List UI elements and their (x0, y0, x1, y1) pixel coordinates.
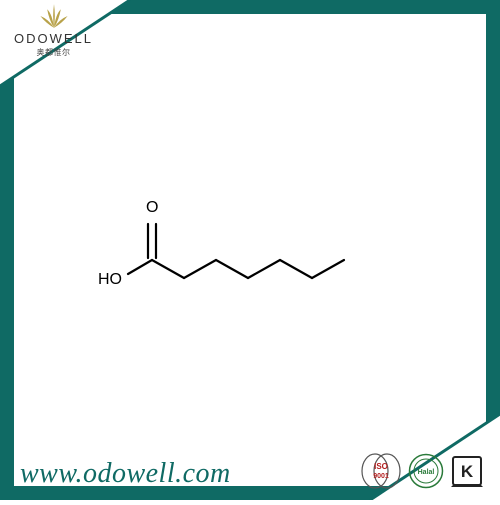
brand-subtitle: 奥都惟尔 (37, 47, 71, 58)
svg-text:9001: 9001 (373, 473, 389, 480)
svg-text:ISO: ISO (374, 462, 388, 471)
footer: www.odowell.com ISO 9001 Halal K (0, 438, 500, 500)
cert-badges: ISO 9001 Halal K (360, 452, 484, 490)
halal-badge: Halal (408, 453, 444, 489)
content-area: HO O (14, 62, 486, 438)
svg-text:Halal: Halal (418, 469, 435, 476)
brand-name: ODOWELL (14, 31, 93, 46)
kosher-badge: K (450, 454, 484, 488)
website-url: www.odowell.com (0, 458, 231, 500)
svg-text:O: O (146, 199, 158, 216)
header: ODOWELL 奥都惟尔 (0, 0, 500, 62)
leaf-icon (37, 2, 71, 30)
svg-text:K: K (461, 462, 474, 481)
molecule-diagram: HO O (90, 190, 410, 310)
iso-badge: ISO 9001 (360, 452, 402, 490)
svg-text:HO: HO (98, 271, 122, 288)
brand-logo: ODOWELL 奥都惟尔 (0, 0, 93, 58)
